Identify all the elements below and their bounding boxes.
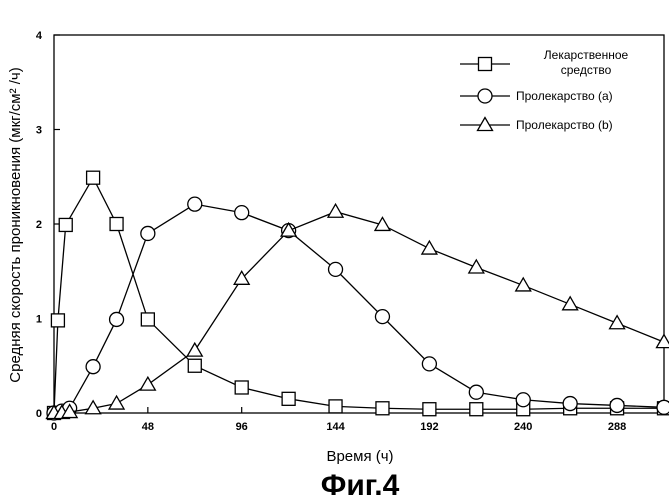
circle-marker	[329, 262, 343, 276]
square-marker	[110, 218, 123, 231]
circle-marker	[516, 393, 530, 407]
circle-marker	[657, 400, 669, 414]
x-tick-label: 288	[608, 421, 626, 433]
x-tick-label: 240	[514, 421, 532, 433]
legend: Лекарственноесредство Пролекарство (a) Про…	[460, 48, 629, 132]
legend-label: Лекарственное	[544, 48, 629, 62]
y-tick-label: 4	[36, 30, 43, 42]
series-line	[54, 178, 664, 413]
triangle-marker	[469, 260, 484, 273]
square-marker	[479, 58, 492, 71]
legend-label: Пролекарство (a)	[516, 89, 613, 103]
triangle-marker	[187, 343, 202, 356]
y-tick-label: 0	[36, 408, 42, 420]
series-group	[47, 171, 669, 420]
triangle-marker	[422, 241, 437, 254]
square-marker	[59, 218, 72, 231]
square-marker	[423, 403, 436, 416]
circle-marker	[188, 197, 202, 211]
legend-label-line2: средство	[561, 63, 612, 77]
circle-marker	[86, 360, 100, 374]
circle-marker	[469, 385, 483, 399]
circle-marker	[375, 310, 389, 324]
circle-marker	[478, 89, 492, 103]
square-marker	[376, 402, 389, 415]
triangle-marker	[140, 377, 155, 390]
y-tick-label: 1	[36, 314, 42, 326]
triangle-marker	[516, 278, 531, 291]
series-square	[48, 171, 669, 419]
circle-marker	[235, 206, 249, 220]
square-marker	[470, 403, 483, 416]
circle-marker	[563, 397, 577, 411]
square-marker	[188, 359, 201, 372]
square-marker	[141, 313, 154, 326]
x-tick-label: 192	[420, 421, 438, 433]
x-tick-label: 48	[142, 421, 154, 433]
circle-marker	[141, 226, 155, 240]
triangle-marker	[610, 316, 625, 329]
figure-caption: Фиг.4	[321, 469, 400, 500]
x-tick-label: 96	[236, 421, 248, 433]
triangle-marker	[657, 335, 669, 348]
legend-item: Пролекарство (a)	[460, 89, 613, 103]
circle-marker	[422, 357, 436, 371]
square-marker	[282, 392, 295, 405]
y-axis-label: Средняя скорость проникновения (мкг/см² …	[7, 67, 24, 382]
circle-marker	[110, 312, 124, 326]
series-triangle	[47, 204, 669, 418]
y-tick-label: 3	[36, 125, 42, 137]
square-marker	[87, 171, 100, 184]
x-axis-label: Время (ч)	[326, 448, 393, 465]
square-marker	[235, 381, 248, 394]
square-marker	[329, 400, 342, 413]
legend-item: Лекарственноесредство	[460, 48, 629, 77]
x-tick-label: 0	[51, 421, 57, 433]
square-marker	[51, 314, 64, 327]
legend-label: Пролекарство (b)	[516, 118, 613, 132]
legend-item: Пролекарство (b)	[460, 118, 613, 133]
triangle-marker	[328, 204, 343, 217]
triangle-marker	[109, 396, 124, 409]
circle-marker	[610, 398, 624, 412]
triangle-marker	[478, 118, 493, 131]
y-tick-label: 2	[36, 219, 42, 231]
triangle-marker	[563, 297, 578, 310]
x-tick-label: 144	[326, 421, 345, 433]
